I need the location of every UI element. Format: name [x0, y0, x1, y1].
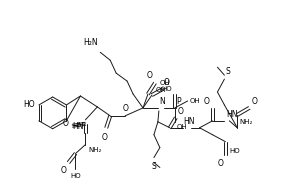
Text: O: O: [101, 133, 107, 142]
Text: O: O: [178, 107, 184, 116]
Text: O: O: [122, 104, 128, 113]
Text: O: O: [251, 97, 257, 106]
Text: HN: HN: [184, 117, 195, 126]
Text: O: O: [164, 78, 170, 87]
Text: P: P: [176, 97, 180, 106]
Text: S: S: [152, 161, 156, 170]
Text: OH: OH: [177, 124, 187, 130]
Text: O: O: [61, 166, 66, 175]
Text: NH₂: NH₂: [88, 147, 102, 153]
Text: S: S: [225, 67, 230, 76]
Text: N: N: [159, 97, 165, 106]
Text: HO: HO: [229, 148, 240, 154]
Text: HN: HN: [226, 110, 238, 119]
Text: O: O: [63, 119, 68, 128]
Text: OH: OH: [190, 98, 200, 104]
Text: O: O: [147, 71, 153, 80]
Text: HO: HO: [161, 86, 172, 92]
Text: HO: HO: [23, 100, 35, 109]
Text: H₂N: H₂N: [84, 38, 98, 47]
Text: OH: OH: [156, 87, 166, 93]
Text: HO: HO: [70, 173, 81, 180]
Text: O: O: [218, 159, 224, 168]
Text: OH: OH: [160, 80, 170, 86]
Text: HN: HN: [72, 122, 83, 131]
Text: NH₂: NH₂: [239, 119, 253, 125]
Text: O: O: [204, 97, 210, 106]
